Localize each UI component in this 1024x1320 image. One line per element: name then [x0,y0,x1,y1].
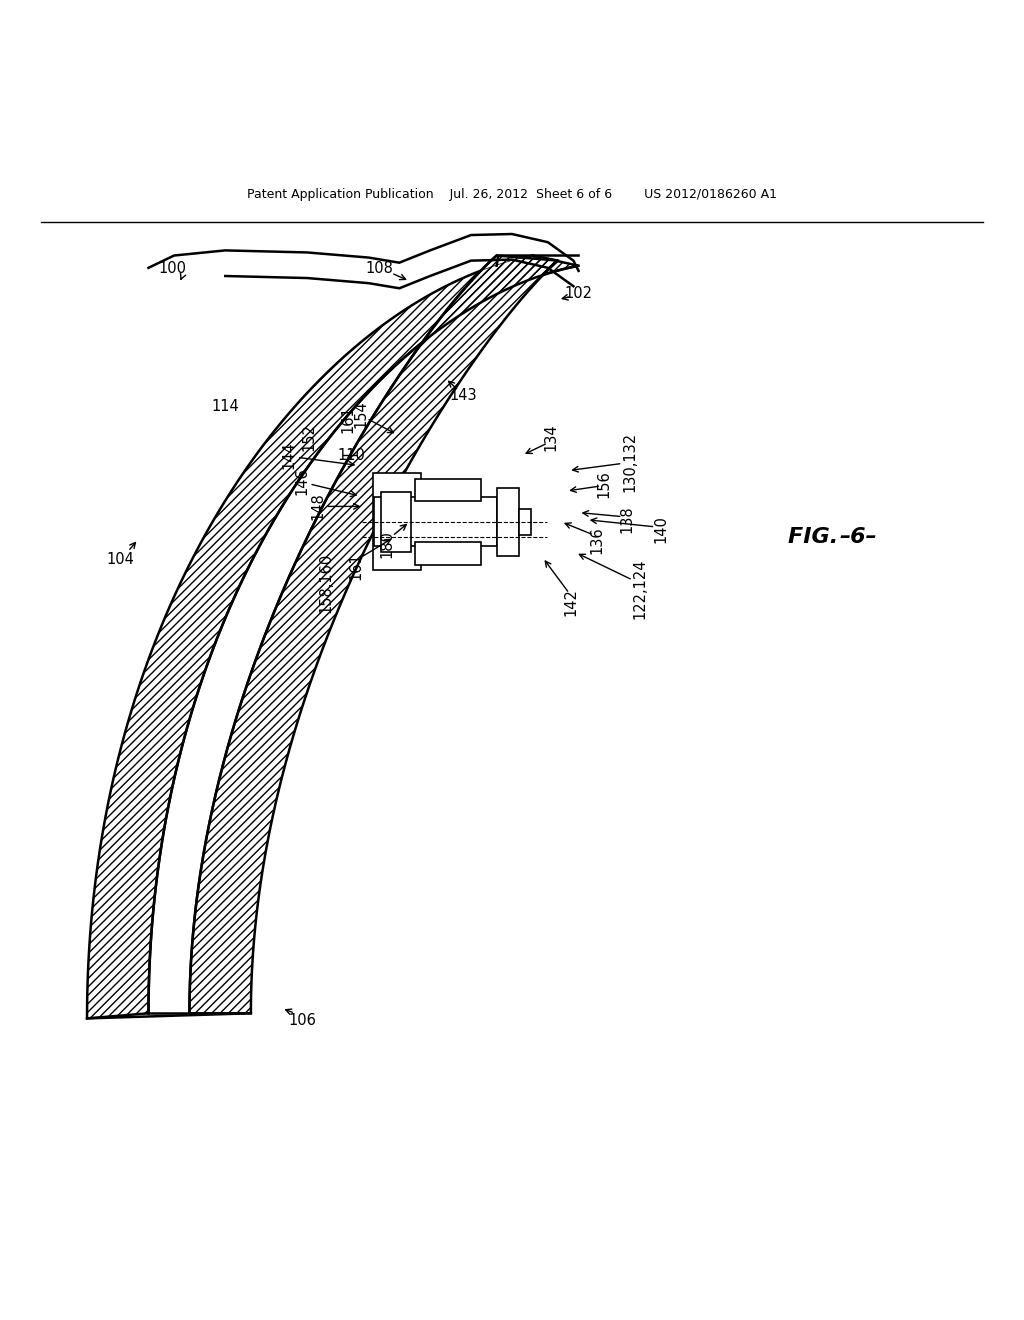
Text: 161: 161 [341,405,355,433]
Text: 100: 100 [158,261,186,276]
Text: 143: 143 [450,388,476,404]
Text: 146: 146 [295,467,309,495]
Polygon shape [148,256,579,1014]
FancyBboxPatch shape [497,488,519,556]
FancyBboxPatch shape [374,498,497,546]
FancyBboxPatch shape [415,543,481,565]
Text: 102: 102 [564,286,593,301]
Text: 144: 144 [282,441,296,469]
Text: 110: 110 [338,447,366,463]
Text: Patent Application Publication    Jul. 26, 2012  Sheet 6 of 6        US 2012/018: Patent Application Publication Jul. 26, … [247,187,777,201]
Text: 156: 156 [597,470,611,498]
Text: 130,132: 130,132 [623,433,637,492]
Text: 154: 154 [353,400,368,428]
Text: 138: 138 [620,504,634,532]
FancyBboxPatch shape [415,479,481,502]
Text: FIG.: FIG. [788,527,847,546]
Text: 180: 180 [380,531,394,558]
Text: 161: 161 [349,552,364,579]
Text: 106: 106 [288,1012,316,1028]
FancyBboxPatch shape [373,473,421,570]
Text: 134: 134 [544,422,558,450]
Text: 158,160: 158,160 [318,553,333,614]
Polygon shape [189,256,558,1014]
Text: 140: 140 [653,515,668,543]
FancyBboxPatch shape [519,510,531,535]
Text: 114: 114 [211,399,240,413]
Polygon shape [87,256,579,1019]
Text: 108: 108 [365,261,393,276]
FancyBboxPatch shape [381,491,412,552]
Text: 148: 148 [310,492,325,520]
Text: 136: 136 [590,527,604,554]
Text: 104: 104 [106,552,135,568]
Text: 142: 142 [564,587,579,615]
Text: –6–: –6– [840,527,878,546]
Text: 122,124: 122,124 [633,558,647,619]
Text: 152: 152 [302,422,316,450]
